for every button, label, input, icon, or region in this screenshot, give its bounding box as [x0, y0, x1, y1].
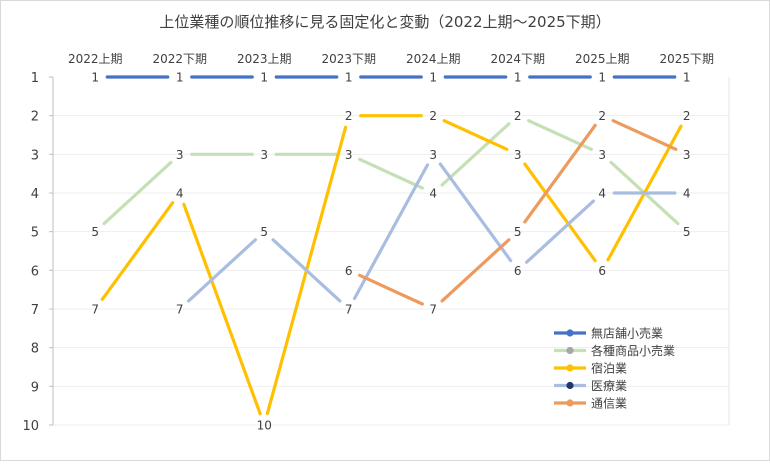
data-label: 3	[683, 148, 691, 162]
data-label: 6	[345, 264, 353, 278]
data-label: 7	[345, 303, 353, 317]
series-line-segment	[100, 201, 175, 301]
data-labels: 1 1 1 1 1 1 1 1 5 3 3 3 4 2 3 5 7 4 10 2 2 3 6 2 7 5 7 3 6 4 4 6 7 5 2 3	[91, 71, 690, 433]
series-line-segment	[611, 119, 678, 151]
y-tick-label: 2	[31, 110, 39, 125]
legend-swatch-marker	[566, 399, 574, 407]
x-tick-label: 2025上期	[575, 52, 630, 66]
data-label: 5	[260, 225, 268, 239]
data-label: 1	[345, 71, 353, 85]
data-label: 3	[260, 148, 268, 162]
x-tick-label: 2024上期	[406, 52, 461, 66]
y-axis: 1 2 3 4 5 6 7 8 9 10	[22, 71, 730, 434]
data-label: 2	[683, 109, 691, 123]
data-label: 1	[91, 71, 99, 85]
series-line-segment	[523, 123, 597, 224]
gridlines	[53, 115, 729, 426]
x-tick-label: 2022下期	[152, 52, 207, 66]
series-lines	[100, 75, 683, 416]
legend-label: 宿泊業	[591, 361, 627, 376]
series-line-segment	[182, 202, 262, 416]
x-tick-label: 2023下期	[321, 52, 376, 66]
data-label: 2	[514, 109, 522, 123]
data-label: 7	[176, 303, 184, 317]
legend-swatch-marker	[566, 364, 574, 372]
data-label: 1	[260, 71, 268, 85]
data-label: 1	[514, 71, 522, 85]
data-label: 7	[429, 303, 437, 317]
legend-swatch-marker	[566, 346, 574, 355]
x-tick-label: 2022上期	[68, 52, 123, 66]
data-label: 3	[514, 148, 522, 162]
data-label: 1	[176, 71, 184, 85]
data-label: 3	[176, 148, 184, 162]
data-label: 7	[91, 303, 99, 317]
data-label: 1	[598, 71, 606, 85]
data-label: 1	[683, 71, 691, 85]
chart-title: 上位業種の順位推移に見る固定化と変動（2022上期～2025下期）	[159, 13, 610, 31]
series-line-segment	[440, 238, 511, 303]
legend-label: 各種商品小売業	[591, 343, 675, 358]
y-tick-label: 9	[31, 380, 39, 395]
data-label: 1	[429, 71, 437, 85]
y-tick-label: 6	[31, 264, 39, 279]
data-label: 6	[514, 264, 522, 278]
x-tick-label: 2025下期	[659, 52, 714, 66]
y-tick-label: 1	[31, 71, 39, 86]
data-label: 2	[345, 109, 353, 123]
legend-swatch-marker	[566, 381, 574, 390]
legend-label: 医療業	[591, 379, 627, 393]
series-line-segment	[187, 238, 257, 303]
y-tick-label: 3	[31, 148, 39, 163]
series-line-segment	[102, 160, 173, 226]
data-label: 10	[257, 419, 272, 433]
series-line-segment	[438, 162, 513, 263]
data-label: 5	[514, 225, 522, 239]
legend-label: 無店舗小売業	[591, 326, 663, 341]
data-label: 3	[345, 148, 353, 162]
data-label: 5	[683, 225, 691, 239]
x-tick-label: 2024下期	[490, 52, 545, 66]
y-tick-label: 10	[22, 419, 39, 434]
x-tick-label: 2023上期	[237, 52, 292, 66]
data-label: 4	[429, 187, 437, 201]
data-label: 3	[429, 148, 437, 162]
series-line-segment	[358, 157, 424, 190]
series-line-segment	[525, 199, 595, 264]
y-tick-label: 5	[31, 226, 39, 241]
x-axis-labels: 2022上期 2022下期 2023上期 2023下期 2024上期 2024下期 2025…	[68, 52, 714, 66]
y-tick-label: 7	[31, 303, 39, 318]
data-label: 2	[598, 109, 606, 123]
data-label: 4	[683, 187, 691, 201]
series-line-segment	[271, 238, 342, 303]
legend-swatch-marker	[566, 329, 574, 337]
y-tick-label: 4	[31, 187, 39, 202]
y-tick-label: 8	[31, 342, 39, 357]
data-label: 3	[598, 148, 606, 162]
data-label: 4	[176, 187, 184, 201]
series-line-segment	[440, 122, 511, 187]
series-line-segment	[358, 273, 424, 306]
series-line-segment	[442, 119, 509, 151]
series-line-segment	[352, 163, 430, 301]
legend-label: 通信業	[591, 397, 627, 411]
data-label: 6	[598, 264, 606, 278]
series-line-segment	[523, 162, 597, 263]
data-label: 4	[598, 187, 606, 201]
data-label: 2	[429, 109, 437, 123]
data-label: 5	[91, 225, 99, 239]
